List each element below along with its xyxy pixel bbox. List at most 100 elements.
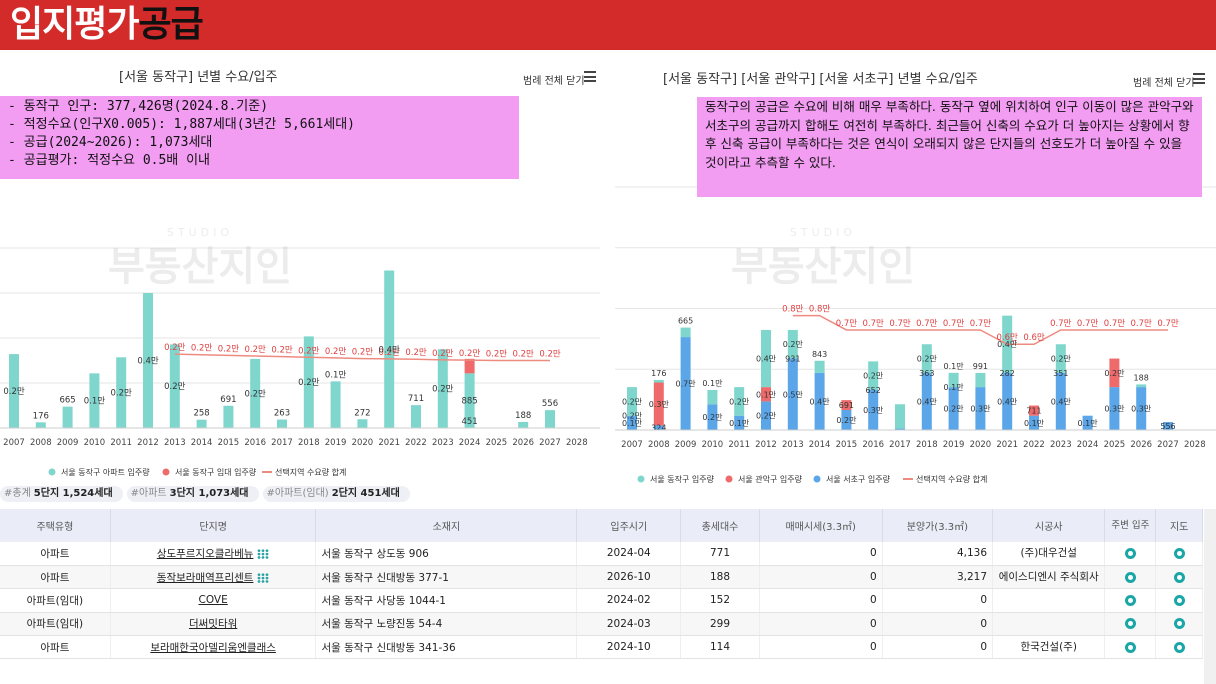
seocho-label: 0.7만 (676, 380, 697, 389)
cell-nearby (1104, 542, 1157, 566)
header-map[interactable]: 지도 (1155, 509, 1203, 542)
gwanak-label: 652 (866, 386, 881, 395)
summary-chip-total[interactable]: #총계 5단지 1,524세대 (0, 486, 123, 502)
bar-apartment (116, 357, 127, 428)
table-row[interactable]: 아파트 상도푸르지오클라베뉴 서울 동작구 상도동 906 2024-04 771 0 4,… (0, 542, 1203, 566)
x-tick-label: 2007 (621, 440, 643, 450)
x-tick-label: 2010 (702, 440, 724, 450)
bar-dongjak (921, 344, 932, 373)
x-tick-label: 2025 (1104, 440, 1126, 450)
demand-label: 0.7만 (970, 319, 992, 329)
x-tick-label: 2022 (405, 438, 427, 448)
table-row[interactable]: 아파트 보라매한국아델리움엔클래스 서울 동작구 신대방동 341-36 2024-1… (0, 635, 1203, 660)
cell-date: 2024-03 (576, 612, 682, 637)
bar-dongjak (948, 372, 959, 388)
location-pin-icon[interactable] (1124, 618, 1136, 630)
header-sale-price[interactable]: 분양가(3.3㎡) (882, 509, 994, 542)
header-nearby[interactable]: 주변 입주 (1104, 509, 1157, 542)
gwanak-label: 0.2만 (1104, 369, 1125, 378)
bar-apartment (330, 381, 341, 428)
right-menu-icon[interactable] (1193, 73, 1205, 84)
cell-type: 아파트(임대) (0, 612, 111, 637)
map-pin-icon[interactable] (1173, 641, 1185, 653)
bar-dongjak (868, 361, 879, 390)
bar-label: 556 (542, 399, 558, 409)
header-type[interactable]: 주택유형 (0, 509, 111, 542)
complex-name-link[interactable]: 동작보라매역프리센트 (156, 571, 254, 584)
location-pin-icon[interactable] (1124, 594, 1136, 606)
table-row[interactable]: 아파트 동작보라매역프리센트 서울 동작구 신대방동 377-1 2026-10 188… (0, 565, 1203, 590)
x-tick-label: 2021 (378, 438, 400, 448)
map-pin-icon[interactable] (1173, 618, 1185, 630)
grid-icon[interactable] (257, 548, 270, 559)
complex-name-link[interactable]: 보라매한국아델리움엔클래스 (150, 641, 276, 654)
x-tick-label: 2023 (432, 438, 454, 448)
cell-trade-price: 0 (759, 612, 883, 637)
table-row[interactable]: 아파트(임대) 더써밋타워 서울 동작구 노량진동 54-4 2024-03 299 0 0 (0, 612, 1203, 637)
location-pin-icon[interactable] (1124, 547, 1136, 559)
cell-sale-price: 0 (882, 635, 994, 660)
left-legend-toggle-button[interactable]: 범례 전체 닫기 (523, 76, 585, 87)
seocho-label: 0.4만 (917, 397, 938, 406)
complex-name-link[interactable]: 더써밋타워 (188, 618, 238, 631)
dongjak-label: 0.4만 (756, 355, 777, 364)
demand-label: 0.7만 (943, 319, 965, 329)
complex-name-link[interactable]: COVE (198, 594, 228, 607)
complex-name-link[interactable]: 상도푸르지오클라베뉴 (156, 547, 254, 560)
bar-dongjak (814, 360, 825, 373)
watermark-small-text: STUDIO (167, 226, 233, 239)
legend-label: 서울 동작구 아파트 입주량 (61, 467, 150, 477)
x-tick-label: 2022 (1023, 440, 1045, 450)
summary-chip-apartment[interactable]: #아파트 3단지 1,073세대 (126, 486, 259, 502)
header-units[interactable]: 총세대수 (680, 509, 760, 542)
dongjak-label: 188 (1134, 373, 1149, 382)
table-scrollbar[interactable] (1204, 509, 1216, 684)
header-address[interactable]: 소재지 (315, 509, 578, 542)
header-date[interactable]: 입주시기 (576, 509, 682, 542)
legend: 서울 동작구 아파트 입주량 서울 동작구 임대 입주량 선택지역 수요량 합계 (48, 467, 346, 477)
x-tick-label: 2024 (1077, 440, 1099, 450)
demand-label: 0.7만 (1077, 319, 1099, 329)
header-builder[interactable]: 시공사 (992, 509, 1106, 542)
location-pin-icon[interactable] (1124, 641, 1136, 653)
right-annotation-box: 동작구의 공급은 수요에 비해 매우 부족하다. 동작구 옆에 위치하여 인구 … (697, 97, 1202, 197)
seocho-label: 0.5만 (783, 390, 804, 399)
bar-apartment (277, 419, 287, 428)
dongjak-label: 843 (812, 350, 827, 359)
left-menu-icon[interactable] (584, 71, 596, 82)
bar-gwanak (841, 400, 852, 410)
dongjak-label: 0.2만 (783, 340, 804, 349)
seocho-label: 0.1만 (622, 419, 643, 428)
cell-builder (992, 588, 1106, 613)
map-pin-icon[interactable] (1173, 571, 1185, 583)
header-name[interactable]: 단지명 (110, 509, 317, 542)
bar-gwanak (653, 382, 664, 426)
summary-chip-rental[interactable]: #아파트(임대) 2단지 451세대 (262, 486, 410, 502)
x-tick-label: 2008 (30, 438, 52, 448)
right-legend-toggle-button[interactable]: 범례 전체 닫기 (1133, 78, 1195, 89)
bars (9, 270, 555, 428)
map-pin-icon[interactable] (1173, 594, 1185, 606)
bar-seocho (1163, 422, 1173, 430)
location-pin-icon[interactable] (1124, 571, 1136, 583)
cell-map (1155, 588, 1203, 613)
grid-icon[interactable] (257, 572, 270, 583)
watermark-text: 부동산지인 (731, 244, 915, 290)
table-row[interactable]: 아파트(임대) COVE 서울 동작구 사당동 1044-1 2024-02 152 0 0 (0, 588, 1203, 613)
x-tick-label: 2017 (271, 438, 293, 448)
bar-seocho (653, 425, 664, 430)
legend-label: 선택지역 수요량 합계 (916, 474, 987, 484)
gwanak-label: 711 (1026, 407, 1041, 416)
seocho-label: 324 (651, 424, 666, 433)
cell-units: 299 (680, 612, 760, 637)
x-tick-label: 2026 (512, 438, 534, 448)
bar-seocho (868, 389, 879, 430)
header-trade-price[interactable]: 매매시세(3.3㎡) (759, 509, 883, 542)
title-banner: 입지평가공급 (0, 0, 1216, 50)
gwanak-label: 0.1만 (756, 390, 777, 399)
map-pin-icon[interactable] (1173, 547, 1185, 559)
bar-dongjak (1055, 344, 1066, 373)
demand-label: 0.7만 (889, 319, 911, 329)
bar-dongjak (975, 372, 986, 388)
